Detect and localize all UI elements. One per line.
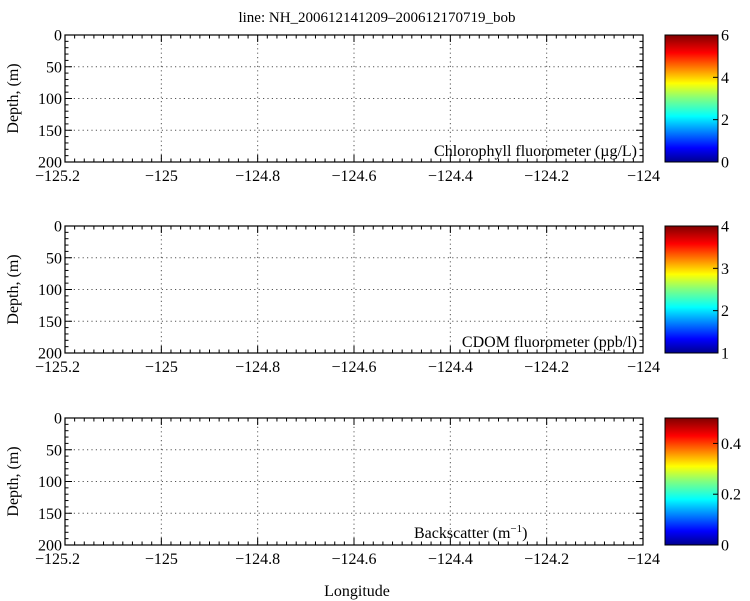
plot-frame: [64, 225, 644, 354]
y-tick-label: 0: [54, 219, 62, 236]
colorbar-tick-label: 0.4: [721, 436, 741, 453]
y-tick-label: 0: [54, 411, 62, 428]
x-tick-label: −124.2: [524, 168, 569, 185]
x-tick-label: −124.6: [331, 359, 376, 376]
y-axis-label: Depth, (m): [5, 63, 22, 133]
x-tick-label: −124.6: [331, 168, 376, 185]
y-tick-label: 150: [38, 506, 62, 523]
x-axis-label: Longitude: [324, 583, 390, 600]
y-tick-label: 50: [46, 442, 62, 459]
x-tick-label: −125: [145, 168, 178, 185]
x-tick-label: −124: [627, 551, 660, 568]
figure-title: line: NH_200612141209–200612170719_bob: [238, 10, 515, 26]
colorbar-tick-label: 0.2: [721, 487, 741, 504]
y-tick-label: 200: [38, 346, 62, 363]
x-tick-label: −125.2: [35, 168, 80, 185]
x-tick-label: −124: [627, 359, 660, 376]
plot-frame: [64, 417, 644, 546]
x-tick-label: −124.8: [235, 168, 280, 185]
x-tick-label: −124.6: [331, 551, 376, 568]
x-tick-label: −125.2: [35, 551, 80, 568]
y-tick-label: 150: [38, 314, 62, 331]
colorbar: 0 2 4 6: [664, 28, 729, 172]
colorbar-gradient: [664, 417, 719, 546]
x-tick-label: −124.4: [428, 359, 473, 376]
colorbar-tick-label: 2: [721, 112, 729, 129]
colorbar-tick-label: 1: [721, 346, 729, 363]
panel-annotation: Backscatter (m−1): [414, 523, 527, 542]
colorbar-tick-label: 4: [721, 70, 729, 87]
x-tick-label: −124.2: [524, 551, 569, 568]
colorbar: 1 2 3 4: [664, 219, 729, 363]
chart-panel-1: −125.2 −125 −124.8 −124.6 −124.4 −124.2 −124 0 5…: [5, 28, 729, 186]
x-tick-label: −124.4: [428, 551, 473, 568]
colorbar-tick-label: 6: [721, 28, 729, 45]
colorbar-tick-label: 0: [721, 155, 729, 172]
colorbar-tick-label: 3: [721, 261, 729, 278]
y-tick-label: 50: [46, 59, 62, 76]
y-tick-label: 100: [38, 282, 62, 299]
y-axis-label: Depth, (m): [5, 446, 22, 516]
colorbar-gradient: [664, 225, 719, 354]
x-tick-label: −124.8: [235, 359, 280, 376]
panel-annotation: Chlorophyll fluorometer (µg/L): [434, 143, 637, 160]
colorbar-tick-label: 4: [721, 219, 729, 236]
plot-frame: [64, 34, 644, 163]
x-tick-label: −125.2: [35, 359, 80, 376]
colorbar-gradient: [664, 34, 719, 163]
x-tick-label: −125: [145, 359, 178, 376]
y-tick-label: 200: [38, 538, 62, 555]
x-tick-label: −124: [627, 168, 660, 185]
colorbar: 0 0.2 0.4: [664, 417, 741, 555]
y-tick-label: 150: [38, 123, 62, 140]
chart-panel-2: −125.2 −125 −124.8 −124.6 −124.4 −124.2 −124 0 5…: [5, 219, 729, 377]
y-tick-label: 200: [38, 155, 62, 172]
x-tick-label: −124.2: [524, 359, 569, 376]
y-tick-label: 100: [38, 474, 62, 491]
y-tick-label: 50: [46, 250, 62, 267]
x-tick-label: −125: [145, 551, 178, 568]
y-tick-label: 100: [38, 91, 62, 108]
y-tick-label: 0: [54, 28, 62, 45]
colorbar-tick-label: 2: [721, 303, 729, 320]
x-tick-label: −124.8: [235, 551, 280, 568]
y-axis-label: Depth, (m): [5, 254, 22, 324]
colorbar-tick-label: 0: [721, 538, 729, 555]
x-tick-label: −124.4: [428, 168, 473, 185]
panel-annotation: CDOM fluorometer (ppb/l): [462, 334, 637, 351]
chart-panel-3: −125.2 −125 −124.8 −124.6 −124.4 −124.2 −124 0 5…: [5, 411, 741, 569]
